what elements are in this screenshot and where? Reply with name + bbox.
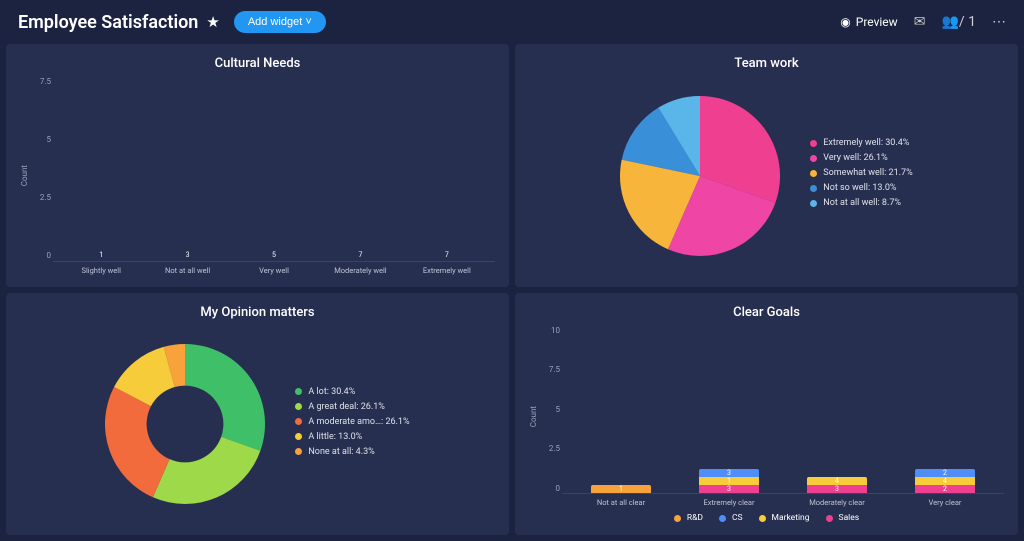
x-label: Slightly well (58, 266, 144, 275)
legend: Extremely well: 30.4% Very well: 26.1% Som… (810, 138, 912, 213)
panel-clear-goals: Clear Goals Count 02.557.510 11731373482… (515, 293, 1018, 536)
panel-team-work: Team work Extremely well: 30.4% Very well… (515, 44, 1018, 287)
x-label: Extremely well (404, 266, 490, 275)
stack-segment[interactable]: 3 (699, 485, 759, 493)
stack-segment[interactable]: 3 (699, 469, 759, 477)
x-label: Very well (231, 266, 317, 275)
legend-dot (295, 433, 302, 440)
legend-item: A little: 13.0% (295, 432, 409, 442)
legend-item: A moderate amo…: 26.1% (295, 417, 409, 427)
legend-dot (674, 515, 681, 522)
chevron-down-icon: ˅ (305, 16, 311, 28)
stack-segment[interactable]: 1 (591, 485, 651, 493)
bar-chart: 02.557.5 13577 (53, 77, 495, 262)
legend: R&D CS Marketing Sales (529, 513, 1004, 523)
x-label: Moderately well (317, 266, 403, 275)
x-label: Extremely clear (675, 498, 783, 507)
legend-item: None at all: 4.3% (295, 447, 409, 457)
header: Employee Satisfaction ★ Add widget ˅ ◉ P… (0, 0, 1024, 44)
legend-item: Marketing (759, 513, 810, 523)
y-axis-label: Count (529, 406, 538, 427)
legend-dot (810, 185, 817, 192)
more-icon[interactable]: ⋯ (992, 14, 1006, 30)
legend-item: R&D (674, 513, 703, 523)
stack-segment[interactable]: 2 (915, 469, 975, 477)
y-axis-label: Count (20, 165, 29, 186)
stack-segment[interactable]: 3 (807, 485, 867, 493)
legend-dot (295, 418, 302, 425)
stacked-bar-chart: 02.557.510 1173137348242 (562, 326, 1004, 495)
pie-slice[interactable] (153, 437, 260, 504)
stack-segment[interactable]: 4 (915, 477, 975, 485)
viewers-icon[interactable]: 👥/ 1 (941, 14, 976, 30)
pie-slice[interactable] (105, 387, 170, 497)
panel-title: Clear Goals (529, 305, 1004, 320)
pie-slice[interactable] (185, 344, 265, 451)
legend-item: Not at all well: 8.7% (810, 198, 912, 208)
stack-segment[interactable]: 1 (699, 477, 759, 485)
dashboard-grid: Cultural Needs Count 02.557.5 13577 Slig… (0, 44, 1024, 541)
star-icon[interactable]: ★ (206, 13, 219, 31)
legend-dot (719, 515, 726, 522)
bar-col: 734 (783, 477, 891, 493)
legend-item: A lot: 30.4% (295, 387, 409, 397)
legend-dot (295, 388, 302, 395)
x-label: Very clear (891, 498, 999, 507)
page-title: Employee Satisfaction (18, 12, 198, 33)
bar-col: 7313 (675, 469, 783, 493)
legend-item: Extremely well: 30.4% (810, 138, 912, 148)
legend-dot (295, 448, 302, 455)
x-label: Not at all clear (567, 498, 675, 507)
legend: A lot: 30.4% A great deal: 26.1% A moderat… (295, 387, 409, 462)
legend-dot (810, 200, 817, 207)
bar-col: 11 (567, 485, 675, 493)
legend-item: Very well: 26.1% (810, 153, 912, 163)
eye-icon: ◉ (840, 15, 850, 29)
stack-segment[interactable]: 2 (915, 485, 975, 493)
legend-item: Somewhat well: 21.7% (810, 168, 912, 178)
legend-item: A great deal: 26.1% (295, 402, 409, 412)
legend-item: CS (719, 513, 743, 523)
header-right: ◉ Preview ✉ 👥/ 1 ⋯ (840, 14, 1006, 30)
x-label: Not at all well (144, 266, 230, 275)
preview-button[interactable]: ◉ Preview (840, 15, 897, 29)
legend-dot (759, 515, 766, 522)
add-widget-button[interactable]: Add widget ˅ (234, 11, 326, 33)
legend-dot (810, 170, 817, 177)
panel-title: Cultural Needs (20, 56, 495, 71)
legend-dot (295, 403, 302, 410)
comment-icon[interactable]: ✉ (914, 14, 926, 30)
donut-chart (105, 344, 265, 504)
legend-item: Not so well: 13.0% (810, 183, 912, 193)
legend-dot (826, 515, 833, 522)
x-label: Moderately clear (783, 498, 891, 507)
panel-title: Team work (529, 56, 1004, 71)
panel-title: My Opinion matters (20, 305, 495, 320)
legend-item: Sales (826, 513, 860, 523)
bar-col: 8242 (891, 469, 999, 493)
panel-opinion: My Opinion matters A lot: 30.4% A great d… (6, 293, 509, 536)
stack-segment[interactable]: 4 (807, 477, 867, 485)
legend-dot (810, 155, 817, 162)
pie-chart (620, 96, 780, 256)
legend-dot (810, 140, 817, 147)
panel-cultural-needs: Cultural Needs Count 02.557.5 13577 Slig… (6, 44, 509, 287)
